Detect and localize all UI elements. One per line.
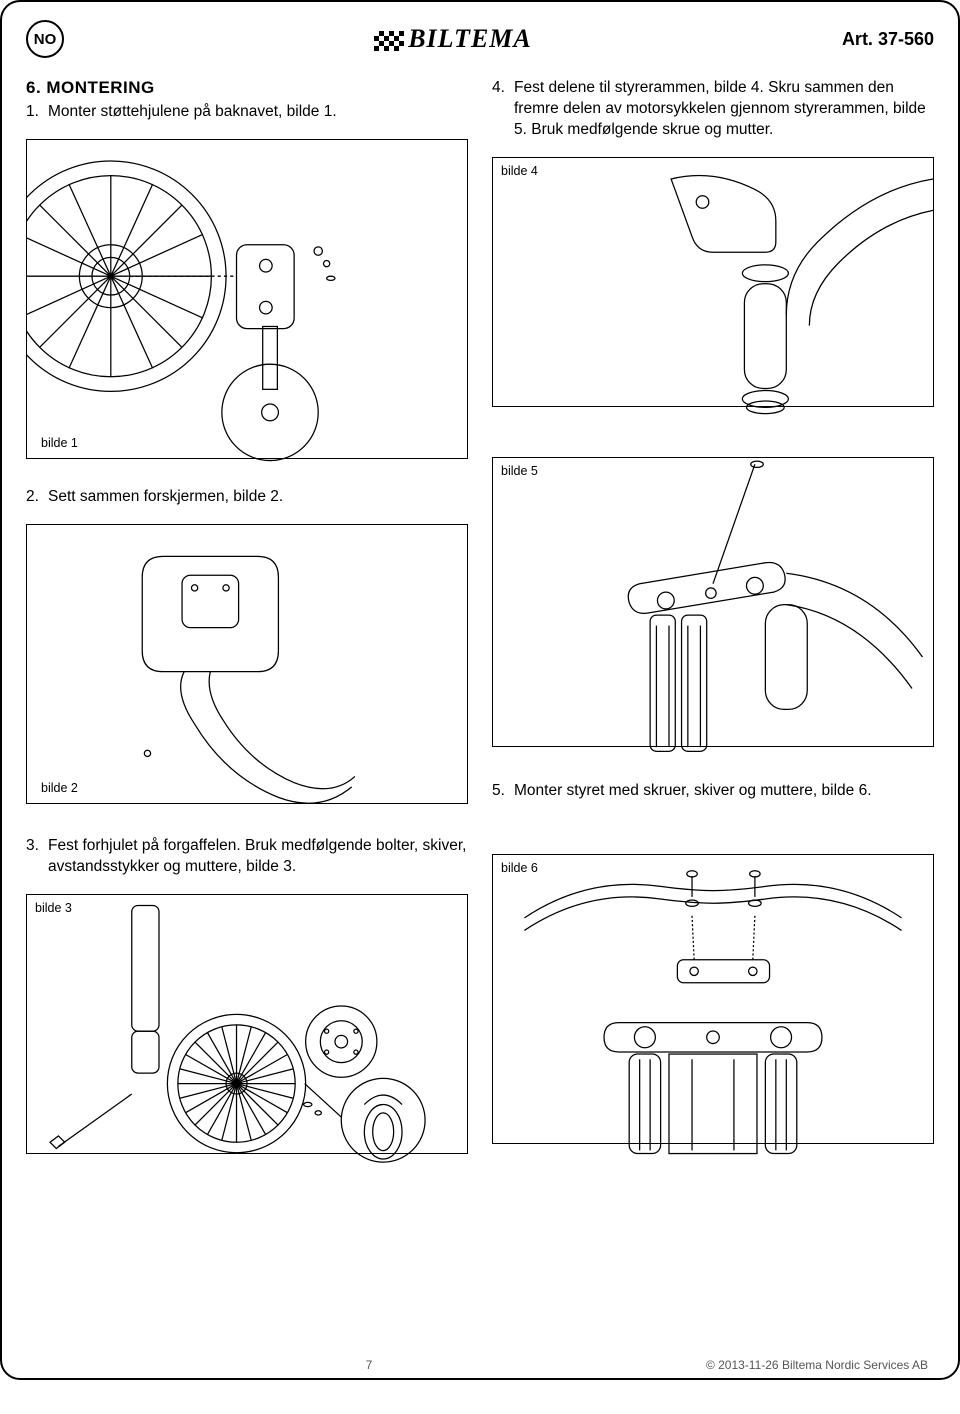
page-frame: NO BILTEMA Art. 37-560 6. MONTERING 1. M… [0,0,960,1380]
step-list-right-4: 4. Fest delene til styrerammen, bilde 4.… [492,78,934,147]
figure-4-svg [493,158,933,420]
step-5: 5. Monter styret med skruer, skiver og m… [492,781,934,802]
step-text: Monter styret med skruer, skiver og mutt… [514,781,872,802]
step-number: 1. [26,102,48,123]
figure-4-label: bilde 4 [501,164,538,178]
step-list-left-2: 2. Sett sammen forskjermen, bilde 2. [26,487,468,514]
section-heading: 6. MONTERING [26,78,468,98]
page-header: NO BILTEMA Art. 37-560 [26,20,934,64]
figure-2-svg [27,525,467,818]
article-number: Art. 37-560 [842,29,934,50]
figure-5-svg [493,458,933,762]
step-number: 3. [26,836,48,878]
figure-5-label: bilde 5 [501,464,538,478]
figure-1-label: bilde 1 [41,436,78,450]
figure-2: bilde 2 [26,524,468,804]
brand-name: BILTEMA [408,24,532,53]
step-number: 5. [492,781,514,802]
page-number: 7 [32,1358,706,1372]
figure-3-svg [27,895,467,1167]
figure-1: bilde 1 [26,139,468,459]
step-list-left-3: 3. Fest forhjulet på forgaffelen. Bruk m… [26,836,468,884]
right-column: 4. Fest delene til styrerammen, bilde 4.… [492,78,934,1164]
step-number: 4. [492,78,514,141]
figure-6-svg [493,855,933,1159]
figure-4: bilde 4 [492,157,934,407]
step-list-left-1: 1. Monter støttehjulene på baknavet, bil… [26,102,468,129]
figure-5: bilde 5 [492,457,934,747]
step-list-right-5: 5. Monter styret med skruer, skiver og m… [492,781,934,808]
step-text: Monter støttehjulene på baknavet, bilde … [48,102,337,123]
step-text: Sett sammen forskjermen, bilde 2. [48,487,283,508]
brand-logo: BILTEMA [64,24,842,54]
figure-3: bilde 3 [26,894,468,1154]
figure-2-label: bilde 2 [41,781,78,795]
step-2: 2. Sett sammen forskjermen, bilde 2. [26,487,468,508]
content-columns: 6. MONTERING 1. Monter støttehjulene på … [26,78,934,1164]
language-badge: NO [26,20,64,58]
step-1: 1. Monter støttehjulene på baknavet, bil… [26,102,468,123]
checker-icon [374,31,404,51]
figure-1-svg [27,140,467,475]
step-text: Fest delene til styrerammen, bilde 4. Sk… [514,78,934,141]
step-4: 4. Fest delene til styrerammen, bilde 4.… [492,78,934,141]
figure-6: bilde 6 [492,854,934,1144]
page-footer: 7 © 2013-11-26 Biltema Nordic Services A… [2,1358,958,1372]
figure-3-label: bilde 3 [35,901,72,915]
language-code: NO [34,31,57,48]
figure-6-label: bilde 6 [501,861,538,875]
copyright-text: © 2013-11-26 Biltema Nordic Services AB [706,1358,928,1372]
step-number: 2. [26,487,48,508]
step-3: 3. Fest forhjulet på forgaffelen. Bruk m… [26,836,468,878]
left-column: 6. MONTERING 1. Monter støttehjulene på … [26,78,468,1164]
step-text: Fest forhjulet på forgaffelen. Bruk medf… [48,836,468,878]
